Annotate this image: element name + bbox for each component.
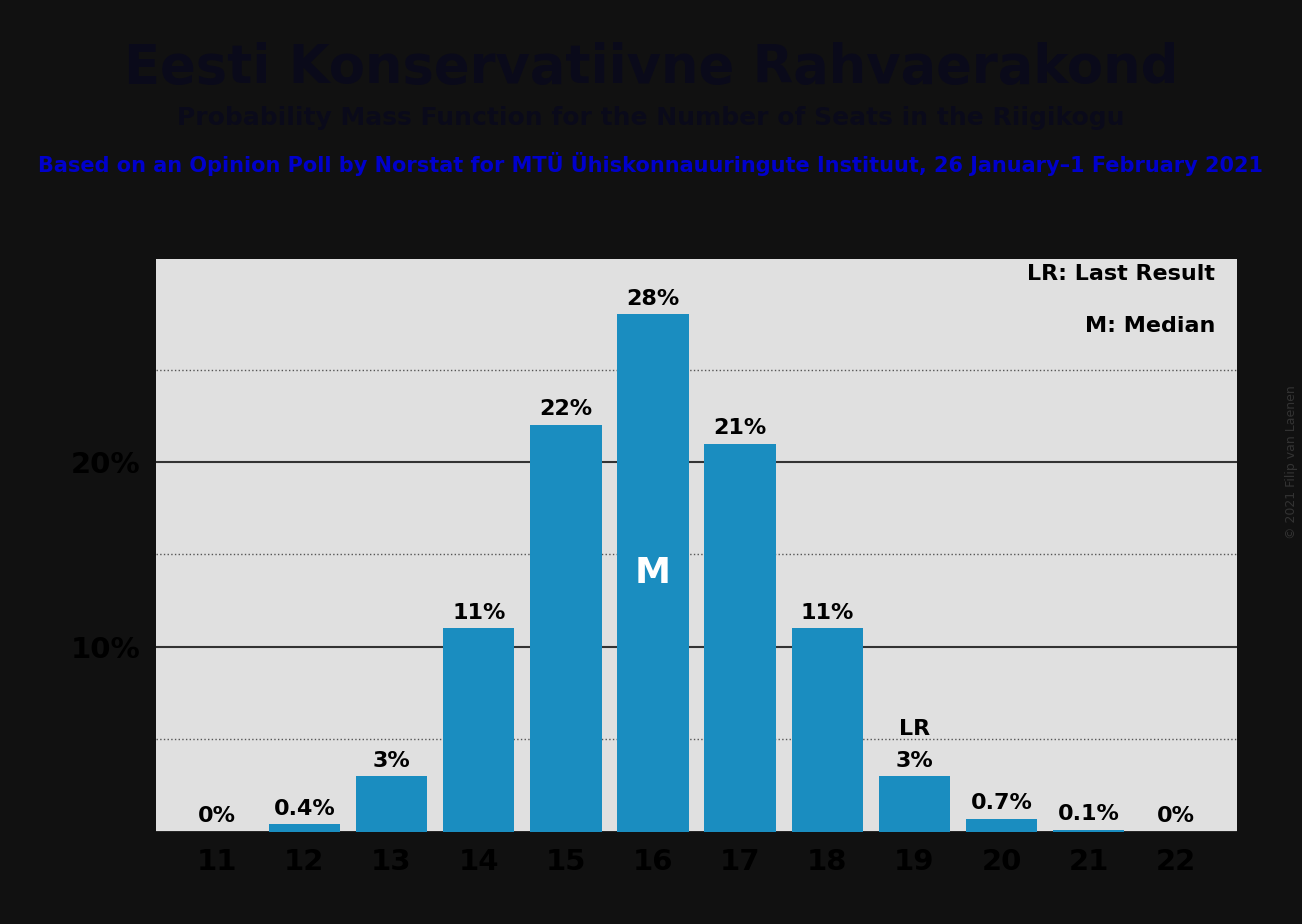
Text: 22%: 22% (539, 399, 592, 419)
Bar (879, 776, 950, 832)
Text: 3%: 3% (372, 750, 410, 771)
Text: 0%: 0% (198, 806, 236, 826)
Bar (792, 628, 863, 832)
Text: 3%: 3% (896, 750, 934, 771)
Text: Based on an Opinion Poll by Norstat for MTÜ Ühiskonnauuringute Instituut, 26 Jan: Based on an Opinion Poll by Norstat for … (39, 152, 1263, 176)
Bar (443, 628, 514, 832)
Text: M: Median: M: Median (1085, 316, 1215, 336)
Text: © 2021 Filip van Laenen: © 2021 Filip van Laenen (1285, 385, 1298, 539)
Text: 28%: 28% (626, 288, 680, 309)
Bar (355, 776, 427, 832)
Bar (617, 314, 689, 832)
Text: 0.7%: 0.7% (971, 793, 1032, 813)
Bar (704, 444, 776, 832)
Text: 11%: 11% (801, 602, 854, 623)
Bar (268, 824, 340, 832)
Text: 11%: 11% (452, 602, 505, 623)
Text: Eesti Konservatiivne Rahvaerakond: Eesti Konservatiivne Rahvaerakond (124, 42, 1178, 93)
Bar (1053, 830, 1125, 832)
Text: LR: Last Result: LR: Last Result (1027, 264, 1215, 285)
Bar (966, 819, 1038, 832)
Text: 0.1%: 0.1% (1057, 804, 1120, 824)
Text: M: M (635, 556, 671, 590)
Text: LR: LR (898, 719, 930, 739)
Text: 0%: 0% (1157, 806, 1195, 826)
Text: 0.4%: 0.4% (273, 798, 336, 819)
Text: 21%: 21% (713, 418, 767, 438)
Text: Probability Mass Function for the Number of Seats in the Riigikogu: Probability Mass Function for the Number… (177, 106, 1125, 130)
Bar (530, 425, 602, 832)
